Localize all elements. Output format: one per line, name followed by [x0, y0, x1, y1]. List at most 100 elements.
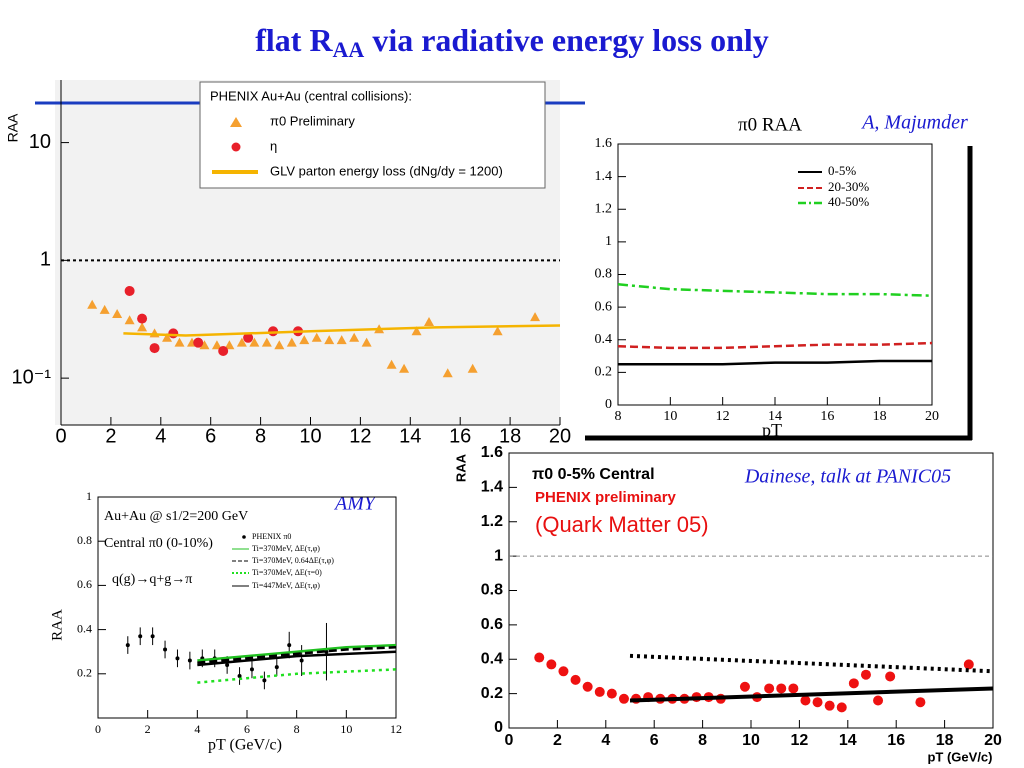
point: [534, 652, 545, 663]
legend-entry: 20-30%: [828, 179, 869, 194]
point: [218, 345, 229, 356]
y-tick-label: 0.4: [595, 332, 613, 347]
series-line: [197, 668, 397, 684]
point: [349, 332, 360, 342]
chart-text: Au+Au @ s1/2=200 GeV: [104, 509, 248, 524]
chart-title: π0 RAA: [738, 114, 802, 135]
point: [836, 702, 847, 713]
x-tick-label: 20: [984, 732, 1002, 749]
point: [361, 337, 372, 347]
legend-entry: PHENIX π0: [252, 532, 291, 541]
y-tick-label: 0: [494, 719, 503, 736]
point: [99, 304, 110, 314]
point: [618, 693, 629, 704]
y-tick-label: 0.8: [595, 267, 613, 282]
y-tick-label: 0.6: [481, 616, 503, 633]
point: [87, 299, 98, 309]
legend-swatch: [231, 142, 241, 152]
y-tick-label: 0.2: [77, 666, 92, 680]
x-tick-label: 14: [399, 425, 421, 447]
x-tick-label: 18: [936, 732, 954, 749]
legend-entry: 40-50%: [828, 194, 869, 209]
x-tick-label: 0: [505, 732, 514, 749]
point: [163, 647, 168, 652]
point: [137, 313, 148, 324]
point: [915, 697, 926, 708]
y-tick-label: 0.2: [481, 685, 503, 702]
point: [570, 674, 581, 685]
y-tick-label: 1.2: [481, 513, 503, 530]
x-tick-label: 6: [650, 732, 659, 749]
point: [261, 337, 272, 347]
y-tick-label: 1: [40, 249, 51, 271]
x-tick-label: 20: [925, 409, 939, 424]
point: [249, 337, 260, 347]
point: [492, 326, 503, 336]
x-tick-label: 2: [553, 732, 562, 749]
x-axis-label: pT (GeV/c): [927, 749, 992, 764]
point: [963, 659, 974, 670]
legend-entry: Ti=370MeV, ΔE(τ=0): [252, 568, 322, 577]
point: [237, 674, 242, 679]
y-axis-label: RAA: [49, 609, 65, 641]
point: [168, 328, 179, 339]
y-tick-label: 0.8: [77, 533, 92, 547]
x-tick-label: 4: [194, 722, 200, 736]
point: [594, 686, 605, 697]
y-tick-label: 1: [86, 489, 92, 503]
point: [324, 335, 335, 345]
point: [137, 322, 148, 332]
point: [187, 658, 192, 663]
y-tick-label: 0: [605, 397, 612, 412]
chart-text: π0 0-5% Central: [532, 466, 655, 483]
legend-entry: Ti=447MeV, ΔE(τ,φ): [252, 581, 320, 590]
point: [236, 337, 247, 347]
point: [274, 340, 285, 350]
legend-title: PHENIX Au+Au (central collisions):: [210, 88, 412, 103]
point: [788, 683, 799, 694]
y-tick-label: 0.8: [481, 582, 503, 599]
x-tick-label: 14: [839, 732, 857, 749]
annotation: AMY: [333, 493, 377, 515]
point: [442, 368, 453, 378]
x-tick-label: 14: [768, 409, 782, 424]
chart-text: Central π0 (0-10%): [104, 536, 213, 551]
series-line: [629, 686, 994, 703]
point: [399, 363, 410, 373]
point: [530, 312, 541, 322]
y-tick-label: 0.4: [481, 650, 503, 667]
legend-entry: 0-5%: [828, 163, 856, 178]
y-tick-label: 1.2: [595, 201, 613, 216]
point: [162, 332, 173, 342]
x-tick-label: 10: [340, 722, 352, 736]
series-line: [197, 650, 397, 667]
point: [324, 649, 329, 654]
y-tick-label: 1.6: [595, 136, 613, 151]
x-tick-label: 16: [820, 409, 834, 424]
point: [885, 671, 896, 682]
x-tick-label: 2: [105, 425, 116, 447]
point: [386, 359, 397, 369]
point: [174, 337, 185, 347]
annotation: A, Majumder: [860, 112, 968, 134]
x-tick-label: 18: [499, 425, 521, 447]
point: [287, 643, 292, 648]
x-tick-label: 10: [299, 425, 321, 447]
point: [739, 681, 750, 692]
x-tick-label: 0: [95, 722, 101, 736]
point: [558, 666, 569, 677]
x-tick-label: 8: [294, 722, 300, 736]
y-tick-label: 0.4: [77, 621, 92, 635]
title-part: via radiative energy loss only: [364, 22, 768, 58]
point: [299, 658, 304, 663]
chart-text: PHENIX preliminary: [535, 489, 677, 506]
x-tick-label: 16: [887, 732, 905, 749]
point: [199, 340, 210, 350]
x-axis-label: pT (GeV/c): [208, 737, 282, 754]
x-tick-label: 10: [663, 409, 677, 424]
y-tick-label: 10⁻¹: [12, 366, 52, 388]
legend-entry: Ti=370MeV, 0.64ΔE(τ,φ): [252, 556, 334, 565]
x-tick-label: 4: [155, 425, 166, 447]
y-tick-label: 1.4: [595, 169, 613, 184]
x-tick-label: 12: [349, 425, 371, 447]
